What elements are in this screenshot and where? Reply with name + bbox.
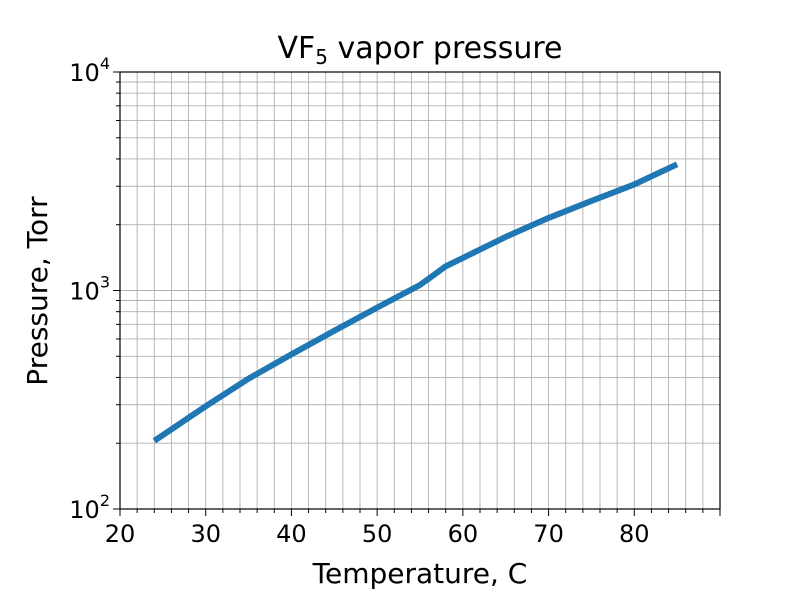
y-tick-label: 103 [69,273,110,306]
x-tick-label: 70 [533,520,564,548]
x-tick-label: 30 [190,520,221,548]
chart-title: VF5 vapor pressure [277,31,562,69]
grid-lines [119,72,721,510]
x-tick-label: 50 [362,520,393,548]
x-tick-label: 40 [276,520,307,548]
y-axis-label: Pressure, Torr [21,196,54,386]
series-line [152,161,679,444]
plot-frame [119,71,721,510]
x-axis-label: Temperature, C [312,557,528,590]
x-tick-labels: 20 30 40 50 60 70 80 [105,520,650,548]
y-tick-label: 102 [69,491,110,524]
x-tick-label: 20 [105,520,136,548]
x-tick-label: 80 [619,520,650,548]
axis-ticks [113,71,721,516]
y-tick-labels: 102 103 104 [69,54,110,524]
x-tick-label: 60 [448,520,479,548]
y-tick-label: 104 [69,54,110,87]
